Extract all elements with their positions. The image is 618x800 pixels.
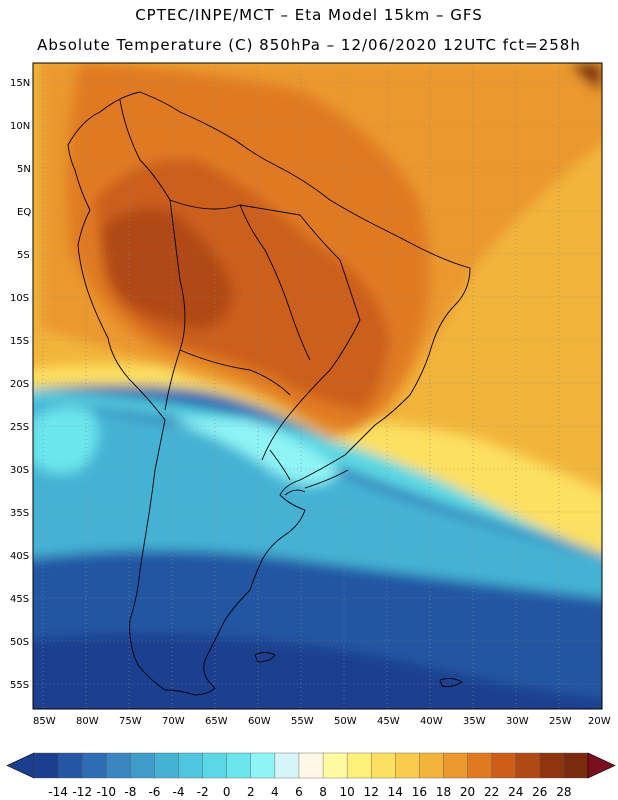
colorbar-label: 14 xyxy=(388,785,403,799)
lon-label: 30W xyxy=(506,716,529,727)
lat-label: 35S xyxy=(10,508,29,519)
plot-frame xyxy=(32,62,603,710)
colorbar-swatch xyxy=(539,752,565,779)
colorbar-swatch xyxy=(467,752,493,779)
colorbar-label: 4 xyxy=(271,785,279,799)
colorbar-label: 8 xyxy=(319,785,327,799)
lon-label: 55W xyxy=(291,716,314,727)
colorbar-label: -2 xyxy=(197,785,209,799)
colorbar-label: -8 xyxy=(124,785,136,799)
lon-label: 70W xyxy=(162,716,185,727)
lat-label: EQ xyxy=(17,207,31,218)
colorbar-under-arrow xyxy=(6,752,35,779)
lon-label: 65W xyxy=(205,716,228,727)
title-line-1: CPTEC/INPE/MCT – Eta Model 15km – GFS xyxy=(135,6,483,24)
colorbar-label: -6 xyxy=(148,785,160,799)
colorbar-over-arrow xyxy=(587,752,616,779)
lon-label: 75W xyxy=(119,716,142,727)
lat-label: 10N xyxy=(10,121,30,132)
lat-label: 10S xyxy=(10,293,29,304)
colorbar-swatch xyxy=(298,752,324,779)
lon-label: 60W xyxy=(248,716,271,727)
colorbar-label: 26 xyxy=(532,785,547,799)
colorbar-label: 0 xyxy=(223,785,231,799)
colorbar-label: -12 xyxy=(72,785,92,799)
colorbar-swatch xyxy=(322,752,348,779)
colorbar-label: 28 xyxy=(556,785,571,799)
lat-label: 20S xyxy=(10,379,29,390)
lat-label: 30S xyxy=(10,465,29,476)
colorbar-swatch xyxy=(515,752,541,779)
colorbar-label: 20 xyxy=(460,785,475,799)
colorbar-label: -14 xyxy=(48,785,68,799)
colorbar-swatch xyxy=(154,752,180,779)
colorbar-label: 16 xyxy=(412,785,427,799)
colorbar-swatch xyxy=(395,752,421,779)
lat-label: 55S xyxy=(10,680,29,691)
colorbar-swatch xyxy=(106,752,132,779)
colorbar-label: 18 xyxy=(436,785,451,799)
lat-label: 5S xyxy=(17,250,30,261)
lat-label: 25S xyxy=(10,422,29,433)
lat-label: 5N xyxy=(17,164,31,175)
colorbar-label: 2 xyxy=(247,785,255,799)
lat-label: 45S xyxy=(10,594,29,605)
colorbar-swatch xyxy=(33,752,59,779)
temperature-field xyxy=(33,63,602,709)
colorbar: -14 -12 -10 -8 -6 -4 -2 0 2 4 6 8 10 12 14 16 18 20 22 24 26… xyxy=(6,752,616,799)
lat-label: 40S xyxy=(10,551,29,562)
colorbar-label: 24 xyxy=(508,785,523,799)
colorbar-swatch xyxy=(371,752,397,779)
colorbar-swatch xyxy=(563,752,589,779)
coastlines xyxy=(67,91,471,696)
colorbar-label: 10 xyxy=(339,785,354,799)
lon-label: 25W xyxy=(549,716,572,727)
colorbar-label: -10 xyxy=(96,785,116,799)
colorbar-swatch xyxy=(346,752,372,779)
colorbar-label: 22 xyxy=(484,785,499,799)
lon-label: 80W xyxy=(76,716,99,727)
lat-label: 15S xyxy=(10,336,29,347)
colorbar-label: 12 xyxy=(364,785,379,799)
colorbar-swatch xyxy=(57,752,83,779)
lon-label: 35W xyxy=(463,716,486,727)
colorbar-swatch xyxy=(419,752,445,779)
lat-label: 50S xyxy=(10,637,29,648)
lon-label: 50W xyxy=(334,716,357,727)
colorbar-swatch xyxy=(81,752,107,779)
lat-label: 15N xyxy=(10,78,30,89)
colorbar-label: 6 xyxy=(295,785,303,799)
colorbar-swatch xyxy=(202,752,228,779)
lat-axis-labels: 15N 10N 5N EQ 5S 10S 15S 20S 25S 30S 35S… xyxy=(10,78,31,691)
lon-label: 45W xyxy=(377,716,400,727)
colorbar-label: -4 xyxy=(173,785,185,799)
colorbar-swatch xyxy=(274,752,300,779)
colorbar-swatch xyxy=(130,752,156,779)
lon-axis-labels: 85W 80W 75W 70W 65W 60W 55W 50W 45W 40W … xyxy=(33,716,611,727)
lon-label: 40W xyxy=(420,716,443,727)
title-line-2: Absolute Temperature (C) 850hPa – 12/06/… xyxy=(37,36,581,54)
colorbar-swatch xyxy=(443,752,469,779)
colorbar-swatch xyxy=(178,752,204,779)
colorbar-swatch xyxy=(491,752,517,779)
colorbar-swatch xyxy=(226,752,252,779)
lon-label: 85W xyxy=(33,716,56,727)
lon-label: 20W xyxy=(588,716,611,727)
colorbar-swatch xyxy=(250,752,276,779)
